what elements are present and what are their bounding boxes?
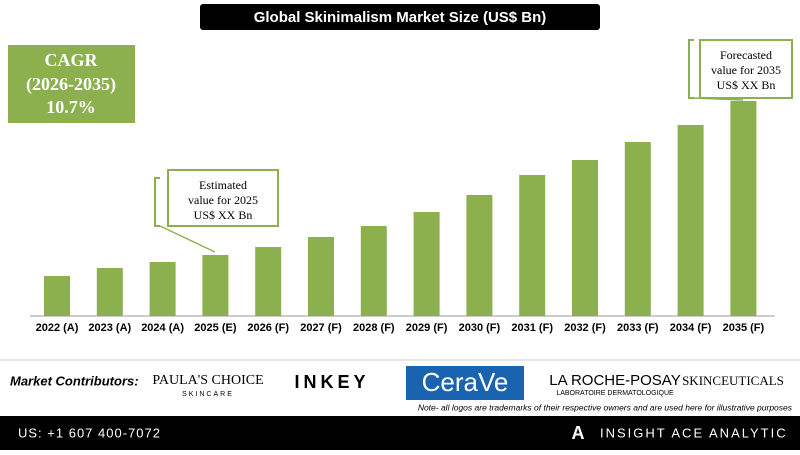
bracket (154, 177, 160, 227)
annotation: Forecasted (720, 48, 772, 62)
logo: SKINCEUTICALS (682, 373, 784, 388)
x-tick-label: 2023 (A) (88, 322, 131, 334)
bar (44, 276, 70, 316)
bar (413, 212, 440, 316)
bracket (688, 39, 694, 99)
x-tick-label: 2035 (F) (723, 322, 765, 334)
annotation: value for 2025 (188, 193, 258, 207)
phone: US: +1 607 400-7072 (18, 425, 161, 440)
bar (519, 175, 546, 316)
annotation: value for 2035 (711, 63, 781, 77)
bar (96, 268, 123, 316)
bar (572, 160, 598, 316)
note: Note- all logos are trademarks of their … (418, 402, 793, 412)
bar (466, 195, 493, 316)
connector (159, 225, 216, 253)
logo: PAULA'S CHOICE (152, 373, 263, 388)
logo: LABORATOIRE DERMATOLOGIQUE (556, 390, 674, 397)
contributors-label: Market Contributors: (10, 373, 139, 388)
title-bar (200, 4, 600, 30)
bar (730, 101, 757, 316)
bar (677, 125, 704, 316)
cagr-title: CAGR (45, 50, 99, 70)
bar (202, 255, 229, 316)
x-tick-label: 2032 (F) (564, 322, 606, 334)
brand-icon: A (572, 423, 585, 443)
annotation-box (167, 169, 279, 227)
cagr-box (8, 45, 135, 123)
x-tick-label: 2034 (F) (670, 322, 712, 334)
bar (360, 226, 387, 316)
x-tick-label: 2022 (A) (36, 322, 79, 334)
x-tick-label: 2024 (A) (141, 322, 184, 334)
logo: INKEY (294, 372, 369, 392)
cagr-period: (2026-2035) (26, 74, 116, 95)
connector (693, 97, 744, 101)
logo: LA ROCHE-POSAY (549, 372, 680, 389)
annotation: Estimated (199, 178, 247, 192)
x-tick-label: 2029 (F) (406, 322, 448, 334)
footer-bar (0, 416, 800, 450)
bar (308, 237, 334, 316)
x-tick-label: 2033 (F) (617, 322, 659, 334)
x-tick-label: 2028 (F) (353, 322, 395, 334)
chart-title: Global Skinimalism Market Size (US$ Bn) (254, 9, 547, 26)
x-tick-label: 2025 (E) (194, 322, 237, 334)
x-tick-label: 2030 (F) (459, 322, 501, 334)
logo: SKINCARE (182, 391, 234, 398)
annotation-box (699, 39, 793, 99)
annotation: US$ XX Bn (717, 78, 776, 92)
bar (255, 247, 282, 316)
bar (624, 142, 651, 316)
brand: INSIGHT ACE ANALYTIC (600, 425, 788, 440)
annotation: US$ XX Bn (194, 208, 253, 222)
bar (149, 262, 176, 316)
x-tick-label: 2027 (F) (300, 322, 342, 334)
logo-bg (406, 366, 524, 400)
logo: CeraVe (422, 367, 509, 397)
x-tick-label: 2026 (F) (247, 322, 289, 334)
cagr-value: 10.7% (46, 97, 96, 117)
x-tick-label: 2031 (F) (511, 322, 553, 334)
